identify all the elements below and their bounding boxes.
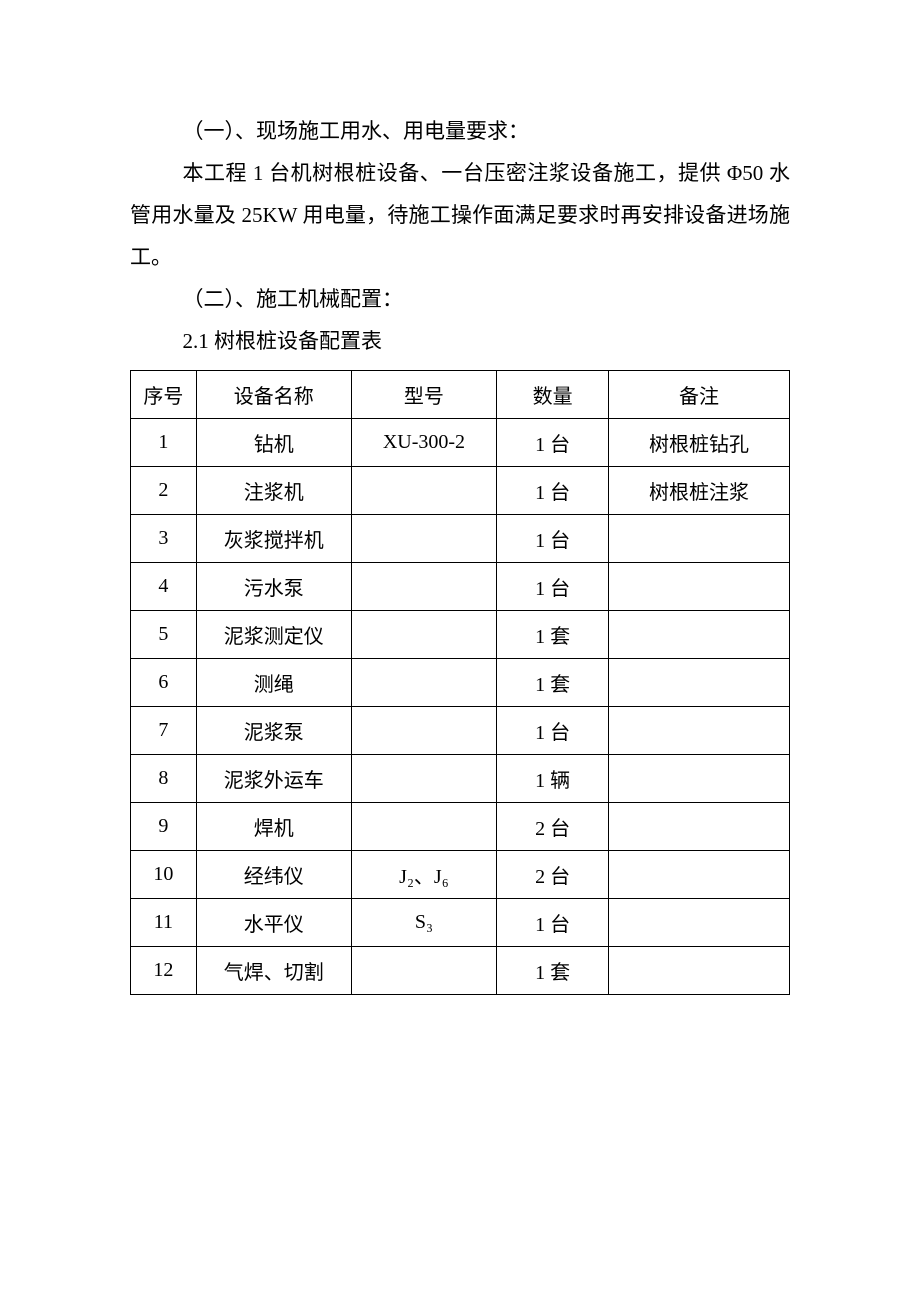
table-header-cell: 数量 xyxy=(497,371,609,419)
table-cell: 树根桩钻孔 xyxy=(609,419,790,467)
table-row: 9 焊机 2 台 xyxy=(131,803,790,851)
table-row: 4 污水泵 1 台 xyxy=(131,563,790,611)
table-row: 3 灰浆搅拌机 1 台 xyxy=(131,515,790,563)
table-cell: 泥浆泵 xyxy=(196,707,351,755)
table-cell: 2 台 xyxy=(497,803,609,851)
table-cell: 1 套 xyxy=(497,947,609,995)
table-cell: 泥浆测定仪 xyxy=(196,611,351,659)
table-cell: 10 xyxy=(131,851,197,899)
table-row: 7 泥浆泵 1 台 xyxy=(131,707,790,755)
table-cell: 9 xyxy=(131,803,197,851)
table-header-row: 序号 设备名称 型号 数量 备注 xyxy=(131,371,790,419)
table-row: 8 泥浆外运车 1 辆 xyxy=(131,755,790,803)
table-cell xyxy=(351,803,496,851)
table-row: 6 测绳 1 套 xyxy=(131,659,790,707)
table-cell xyxy=(351,947,496,995)
table-cell: 1 台 xyxy=(497,563,609,611)
table-cell: 5 xyxy=(131,611,197,659)
table-row: 5 泥浆测定仪 1 套 xyxy=(131,611,790,659)
table-cell xyxy=(609,611,790,659)
table-cell: XU-300-2 xyxy=(351,419,496,467)
document-page: （一）、现场施工用水、用电量要求： 本工程 1 台机树根桩设备、一台压密注浆设备… xyxy=(0,0,920,1302)
table-cell: 焊机 xyxy=(196,803,351,851)
table-cell: 水平仪 xyxy=(196,899,351,947)
table-cell xyxy=(609,755,790,803)
table-cell: 2 xyxy=(131,467,197,515)
table-cell xyxy=(609,707,790,755)
table-cell: 8 xyxy=(131,755,197,803)
table-cell: 7 xyxy=(131,707,197,755)
table-cell: 污水泵 xyxy=(196,563,351,611)
paragraph-heading-2: （二）、施工机械配置： xyxy=(130,278,790,320)
table-cell: 树根桩注浆 xyxy=(609,467,790,515)
table-cell xyxy=(351,755,496,803)
table-row: 1 钻机 XU-300-2 1 台 树根桩钻孔 xyxy=(131,419,790,467)
table-cell: S₃ xyxy=(351,899,496,947)
table-cell: 1 台 xyxy=(497,419,609,467)
table-cell: 2 台 xyxy=(497,851,609,899)
table-header-cell: 设备名称 xyxy=(196,371,351,419)
table-cell: 6 xyxy=(131,659,197,707)
table-cell: 1 台 xyxy=(497,515,609,563)
table-cell xyxy=(609,947,790,995)
equipment-table: 序号 设备名称 型号 数量 备注 1 钻机 XU-300-2 1 台 树根桩钻孔… xyxy=(130,370,790,995)
paragraph-heading-1: （一）、现场施工用水、用电量要求： xyxy=(130,110,790,152)
table-header-cell: 备注 xyxy=(609,371,790,419)
table-cell: 1 套 xyxy=(497,611,609,659)
table-cell xyxy=(609,803,790,851)
table-cell: 1 台 xyxy=(497,899,609,947)
table-header-cell: 型号 xyxy=(351,371,496,419)
table-cell: 11 xyxy=(131,899,197,947)
table-cell xyxy=(351,707,496,755)
table-cell xyxy=(351,515,496,563)
table-cell: J₂、J₆ xyxy=(351,851,496,899)
table-cell xyxy=(609,515,790,563)
table-cell: 测绳 xyxy=(196,659,351,707)
table-cell: 泥浆外运车 xyxy=(196,755,351,803)
table-cell: 气焊、切割 xyxy=(196,947,351,995)
table-header-cell: 序号 xyxy=(131,371,197,419)
table-cell xyxy=(351,563,496,611)
table-cell: 灰浆搅拌机 xyxy=(196,515,351,563)
table-cell: 钻机 xyxy=(196,419,351,467)
table-cell xyxy=(351,467,496,515)
table-body: 1 钻机 XU-300-2 1 台 树根桩钻孔 2 注浆机 1 台 树根桩注浆 … xyxy=(131,419,790,995)
paragraph-body-1: 本工程 1 台机树根桩设备、一台压密注浆设备施工，提供 Φ50 水管用水量及 2… xyxy=(130,152,790,278)
table-cell xyxy=(609,563,790,611)
table-cell: 12 xyxy=(131,947,197,995)
paragraph-table-caption: 2.1 树根桩设备配置表 xyxy=(130,320,790,362)
table-cell: 1 台 xyxy=(497,707,609,755)
table-row: 11 水平仪 S₃ 1 台 xyxy=(131,899,790,947)
table-row: 10 经纬仪 J₂、J₆ 2 台 xyxy=(131,851,790,899)
table-row: 12 气焊、切割 1 套 xyxy=(131,947,790,995)
table-cell: 4 xyxy=(131,563,197,611)
table-cell: 3 xyxy=(131,515,197,563)
table-cell xyxy=(351,611,496,659)
table-cell: 经纬仪 xyxy=(196,851,351,899)
table-cell: 1 xyxy=(131,419,197,467)
table-cell xyxy=(351,659,496,707)
table-cell xyxy=(609,851,790,899)
table-cell: 1 台 xyxy=(497,467,609,515)
table-cell: 1 套 xyxy=(497,659,609,707)
table-cell xyxy=(609,659,790,707)
table-cell: 注浆机 xyxy=(196,467,351,515)
table-row: 2 注浆机 1 台 树根桩注浆 xyxy=(131,467,790,515)
table-cell xyxy=(609,899,790,947)
table-cell: 1 辆 xyxy=(497,755,609,803)
